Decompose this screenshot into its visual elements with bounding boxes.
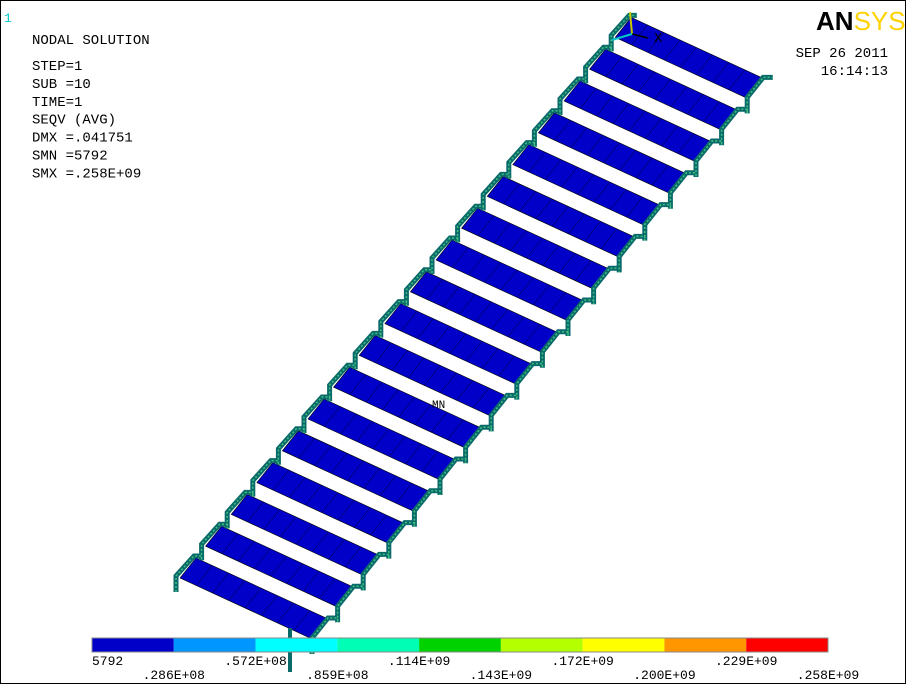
legend-swatch	[337, 638, 419, 652]
legend-label: .572E+08	[224, 654, 286, 669]
logo: ANSYS	[816, 6, 906, 36]
min-marker: MN	[432, 400, 445, 412]
legend-swatch	[174, 638, 256, 652]
window-number: 1	[4, 11, 12, 26]
header-line: SEQV (AVG)	[32, 113, 116, 129]
header-line: STEP=1	[32, 59, 82, 75]
header-line: NODAL SOLUTION	[32, 33, 150, 49]
legend-label: .286E+08	[143, 668, 205, 683]
legend-label: .258E+09	[797, 668, 859, 683]
header-line: SMN =5792	[32, 149, 108, 165]
legend-swatch	[583, 638, 665, 652]
legend-label: .859E+08	[306, 668, 368, 683]
time: 16:14:13	[821, 64, 888, 80]
legend-label: .200E+09	[633, 668, 695, 683]
legend-label: .114E+09	[388, 654, 450, 669]
legend-swatch	[419, 638, 501, 652]
header-line: SUB =10	[32, 77, 91, 93]
logo-dark: AN	[816, 6, 854, 36]
legend-label: .143E+09	[470, 668, 532, 683]
header-line: SMX =.258E+09	[32, 166, 141, 182]
legend-swatch	[256, 638, 338, 652]
header-line: TIME=1	[32, 95, 82, 111]
legend-label: .229E+09	[715, 654, 777, 669]
ansys-graphics-window: 1 NODAL SOLUTION STEP=1 SUB =10 TIME=1 SEQV …	[0, 0, 906, 684]
header-line: DMX =.041751	[32, 131, 133, 147]
triad-label: X	[654, 31, 663, 47]
date: SEP 26 2011	[796, 46, 888, 62]
legend-swatch	[746, 638, 828, 652]
logo-light: SYS	[854, 6, 906, 36]
legend-label: 5792	[92, 654, 123, 669]
legend-swatch	[664, 638, 746, 652]
legend-swatch	[92, 638, 174, 652]
legend-label: .172E+09	[551, 654, 613, 669]
legend-swatch	[501, 638, 583, 652]
